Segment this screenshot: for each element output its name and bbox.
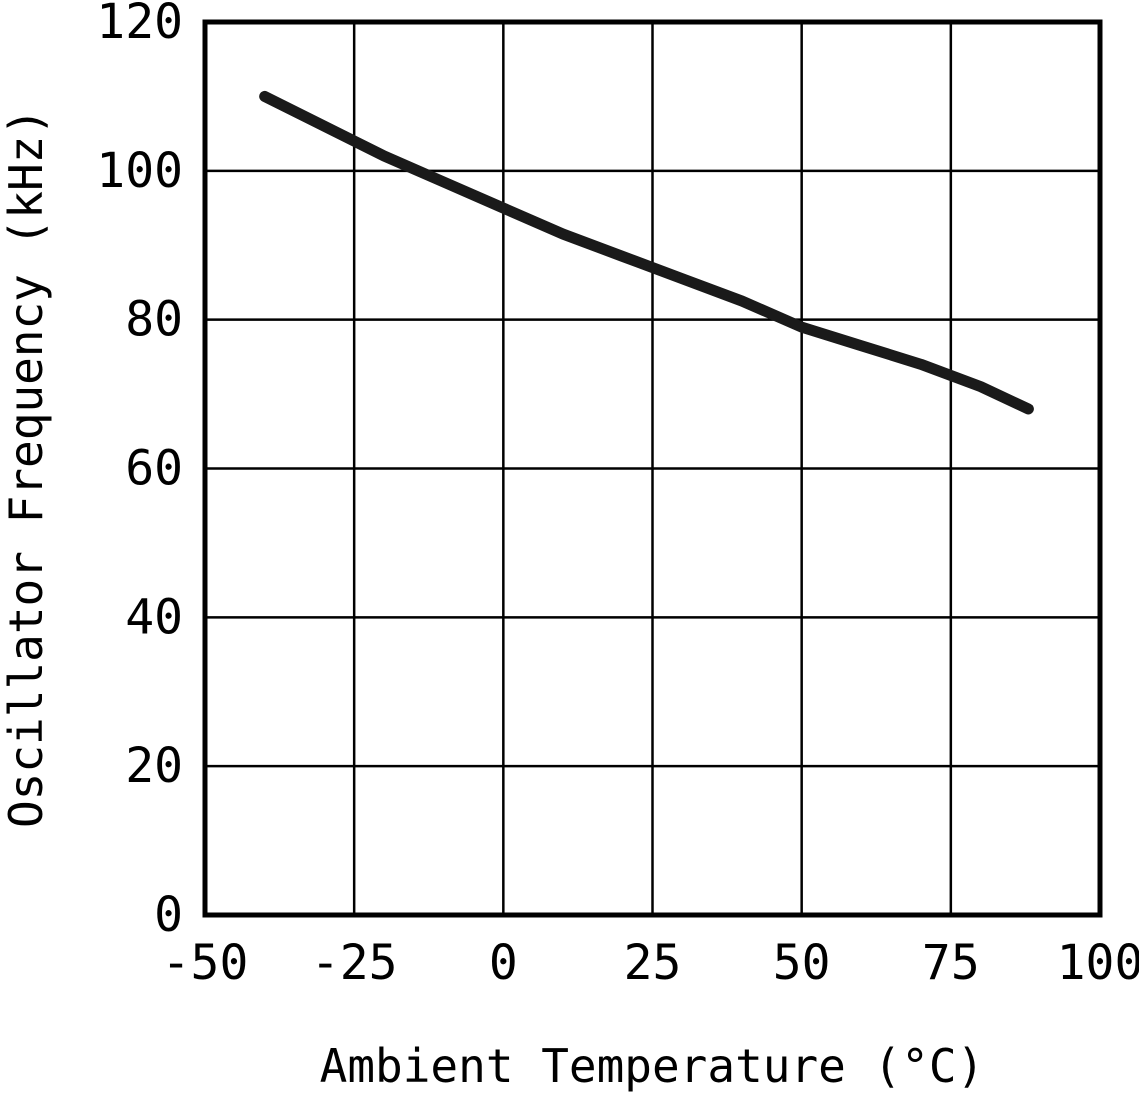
y-tick-label: 100	[96, 143, 183, 199]
x-tick-label: 50	[773, 935, 831, 991]
y-tick-label: 0	[154, 887, 183, 943]
y-tick-label: 120	[96, 0, 183, 50]
data-line-oscillator-frequency	[259, 90, 1034, 415]
x-tick-label: 75	[922, 935, 980, 991]
x-tick-label: 100	[1057, 935, 1139, 991]
y-tick-label: 20	[125, 738, 183, 794]
x-tick-label: 25	[624, 935, 682, 991]
x-tick-label: -25	[311, 935, 398, 991]
y-axis-label: Oscillator Frequency (kHz)	[0, 108, 53, 828]
x-tick-label: 0	[489, 935, 518, 991]
y-tick-label: 80	[125, 292, 183, 348]
y-tick-label: 40	[125, 589, 183, 645]
x-tick-label: -50	[162, 935, 249, 991]
x-axis-label: Ambient Temperature (°C)	[320, 1039, 985, 1093]
y-tick-label: 60	[125, 441, 183, 497]
plot-border	[202, 19, 1103, 918]
